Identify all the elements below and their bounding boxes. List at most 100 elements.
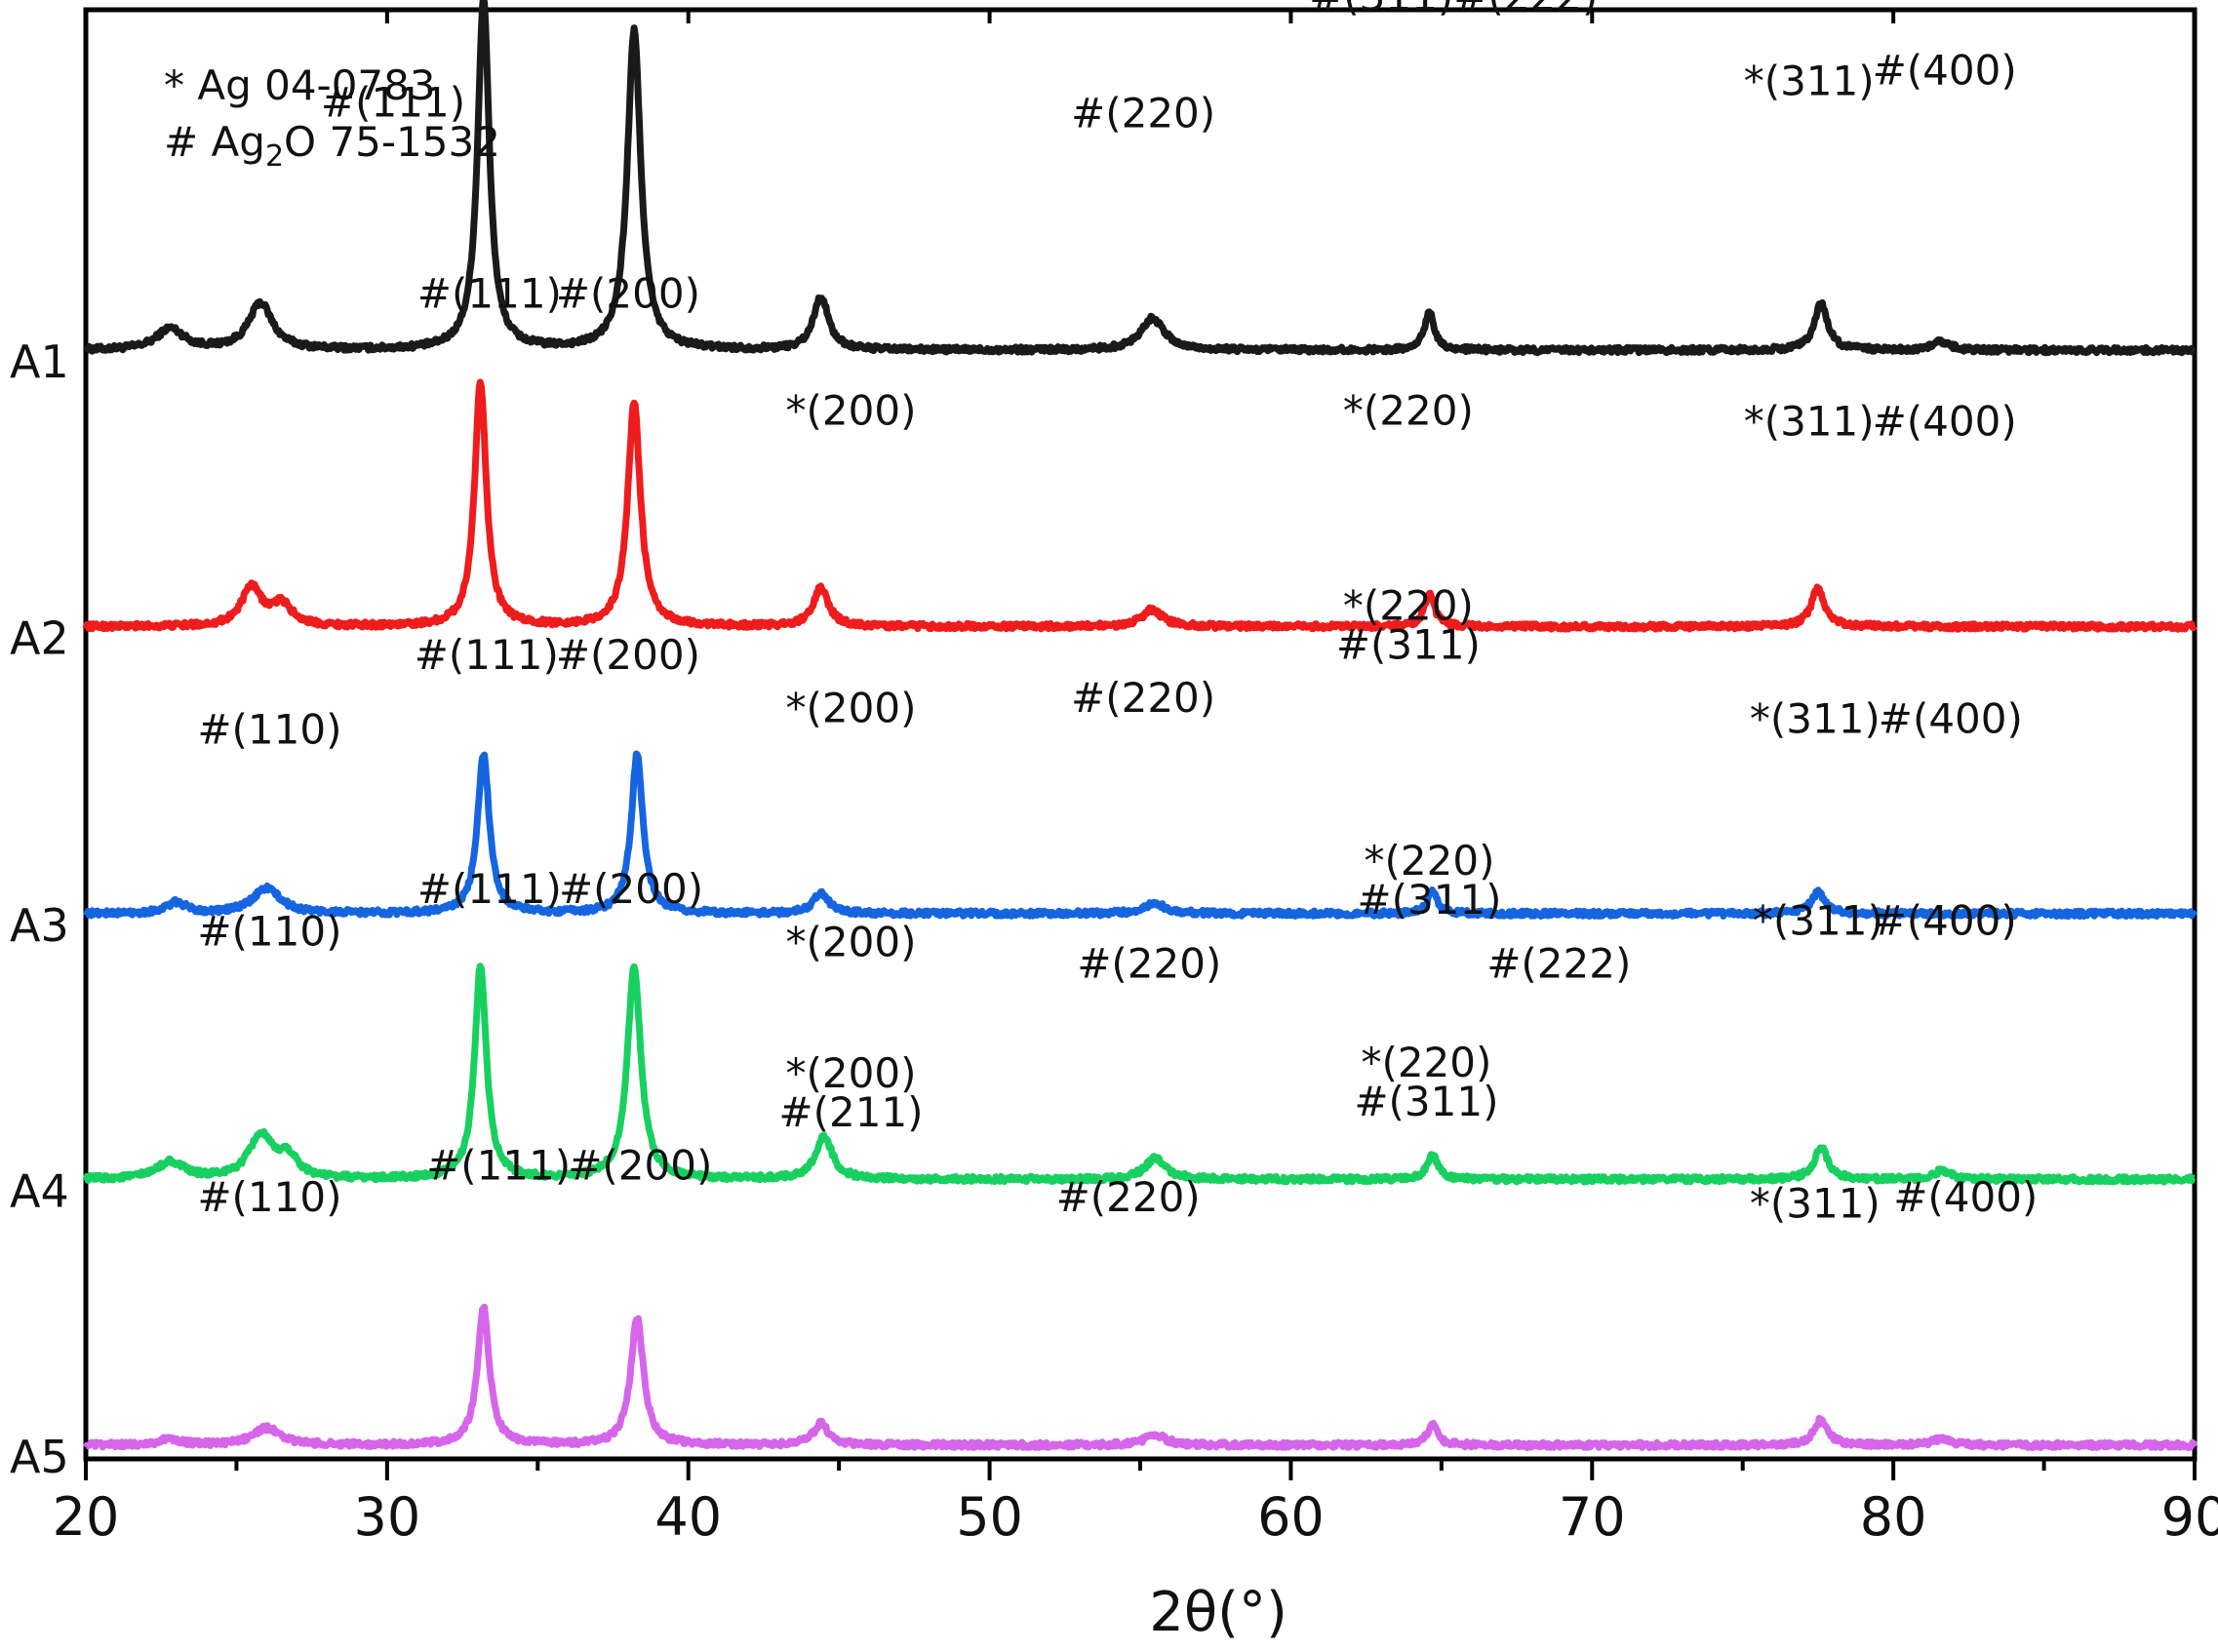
- legend: * Ag 04-0783 # Ag2O 75-1532: [164, 61, 500, 174]
- peak-annotation: *(220) #(311): [1336, 581, 1481, 668]
- peak-annotation-line: #(111): [321, 78, 465, 126]
- peak-annotation-line: *(200): [786, 1049, 917, 1097]
- x-tick-label: 30: [353, 1486, 420, 1548]
- x-tick-label: 40: [654, 1486, 722, 1548]
- series-line-a2: [82, 378, 2198, 633]
- peak-annotation: *(311): [1753, 897, 1883, 945]
- peak-annotation: *(200): [786, 685, 917, 732]
- peak-annotation-line: *(311): [1744, 397, 1875, 445]
- peak-annotation: *(200): [786, 919, 917, 966]
- peak-annotation: *(220) #(311): [1354, 1039, 1498, 1125]
- peak-annotation-line: #(111): [417, 270, 562, 318]
- peak-annotation: #(400): [1893, 1173, 2038, 1221]
- series-line-a1: [83, 0, 2198, 357]
- series-label-a4: A4: [10, 1164, 69, 1217]
- peak-annotation: #(222): [1486, 939, 1631, 987]
- peak-annotation: #(400): [1873, 47, 2017, 95]
- peak-annotation-line: #(220): [1056, 1173, 1201, 1221]
- peak-annotation: #(220): [1077, 939, 1221, 987]
- peak-annotation-line: #(400): [1893, 1173, 2038, 1221]
- series-label-a5: A5: [10, 1431, 69, 1483]
- peak-annotation-line: *(311): [1753, 897, 1883, 945]
- peak-annotation-line: *(200): [786, 919, 917, 966]
- peak-annotation-line: #(220): [1077, 939, 1221, 987]
- peak-annotation-line: #(311)#(222): [1309, 0, 1598, 20]
- x-tick-label: 50: [956, 1486, 1023, 1548]
- peak-annotation: *(311): [1750, 695, 1881, 743]
- x-tick-label: 60: [1257, 1486, 1325, 1548]
- legend-ag2o: # Ag2O 75-1532: [164, 118, 500, 174]
- legend-ag2o-subscript: 2: [265, 139, 284, 174]
- peak-annotation-line: #(110): [197, 908, 341, 956]
- peak-annotation-line: *(220): [1361, 1039, 1491, 1086]
- peak-annotation: #(200): [568, 1141, 712, 1189]
- peak-annotation: *(200): [786, 387, 917, 435]
- peak-annotation: #(400): [1873, 397, 2017, 445]
- legend-ag: * Ag 04-0783: [164, 61, 436, 109]
- peak-annotation-line: #(400): [1873, 397, 2017, 445]
- peak-annotation-line: #(200): [556, 270, 700, 318]
- peak-annotation: #(110): [197, 1173, 341, 1221]
- peak-annotation-line: #(111): [417, 865, 562, 913]
- peak-annotation-line: #(222): [1486, 939, 1631, 987]
- peak-annotation: #(111): [417, 270, 562, 318]
- peak-annotation-line: *(220): [1365, 837, 1495, 885]
- peak-annotation-line: #(400): [1873, 47, 2017, 95]
- x-tick-label: 90: [2161, 1486, 2218, 1548]
- peak-annotation-line: #(200): [556, 631, 700, 679]
- peak-annotation-line: #(111): [426, 1141, 571, 1189]
- peak-annotation: *(220)#(311)#(222): [1309, 0, 1598, 20]
- peak-annotation-line: #(200): [568, 1141, 712, 1189]
- peak-annotation: #(200): [559, 865, 703, 913]
- legend-ag2o-suffix: O 75-1532: [284, 118, 500, 166]
- x-tick-label: 70: [1559, 1486, 1626, 1548]
- x-axis: 20 30 40 50 60 70 80 90: [53, 10, 2218, 1548]
- peak-annotation-line: #(311): [1354, 1078, 1498, 1125]
- x-tick-label: 80: [1860, 1486, 1927, 1548]
- peak-annotation: #(111): [426, 1141, 571, 1189]
- peak-annotation: #(220): [1056, 1173, 1201, 1221]
- series-layer: A1 A2 A3 A4 A5: [10, 0, 2198, 1483]
- peak-annotation: #(111): [415, 631, 559, 679]
- peak-annotation-line: *(311): [1744, 58, 1875, 105]
- peak-annotation-line: #(111): [415, 631, 559, 679]
- peak-annotation: #(220): [1071, 674, 1215, 722]
- peak-annotation-line: #(400): [1873, 897, 2017, 945]
- peak-annotation-line: #(400): [1879, 695, 2023, 743]
- peak-annotation-line: #(110): [197, 1173, 341, 1221]
- x-axis-title: 2θ(°): [1149, 1581, 1287, 1644]
- peak-annotation-line: *(311): [1750, 695, 1881, 743]
- series-line-a5: [83, 1303, 2198, 1451]
- series-line-a3: [83, 750, 2198, 921]
- peak-annotation-line: #(311): [1336, 620, 1481, 668]
- series-line-a4: [82, 963, 2198, 1186]
- x-tick-label: 20: [53, 1486, 120, 1548]
- peak-annotations: #(111)#(200)*(200)#(211)#(220)*(220)#(31…: [197, 0, 2038, 1228]
- peak-annotation-line: #(110): [197, 706, 341, 754]
- peak-annotation-line: #(200): [559, 865, 703, 913]
- peak-annotation-line: #(220): [1071, 89, 1215, 137]
- peak-annotation: #(110): [197, 908, 341, 956]
- peak-annotation: #(400): [1879, 695, 2023, 743]
- peak-annotation-line: *(220): [1343, 387, 1474, 435]
- peak-annotation: #(111): [321, 78, 465, 126]
- peak-annotation: #(110): [197, 706, 341, 754]
- peak-annotation-line: #(220): [1071, 674, 1215, 722]
- peak-annotation-line: *(220): [1343, 581, 1474, 629]
- legend-ag2o-prefix: # Ag: [164, 118, 265, 166]
- peak-annotation: *(311): [1744, 58, 1875, 105]
- series-label-a1: A1: [10, 335, 69, 388]
- peak-annotation: *(311): [1744, 397, 1875, 445]
- peak-annotation: *(220): [1343, 387, 1474, 435]
- peak-annotation: #(220): [1071, 89, 1215, 137]
- series-label-a2: A2: [10, 612, 69, 665]
- peak-annotation-line: *(311): [1750, 1180, 1881, 1228]
- series-label-a3: A3: [10, 899, 69, 952]
- peak-annotation-line: #(211): [778, 1088, 923, 1136]
- peak-annotation-line: *(200): [786, 685, 917, 732]
- peak-annotation-line: *(200): [786, 387, 917, 435]
- peak-annotation: *(220) #(311): [1357, 837, 1501, 924]
- peak-annotation: *(200) #(211): [778, 1049, 923, 1136]
- peak-annotation: #(111): [417, 865, 562, 913]
